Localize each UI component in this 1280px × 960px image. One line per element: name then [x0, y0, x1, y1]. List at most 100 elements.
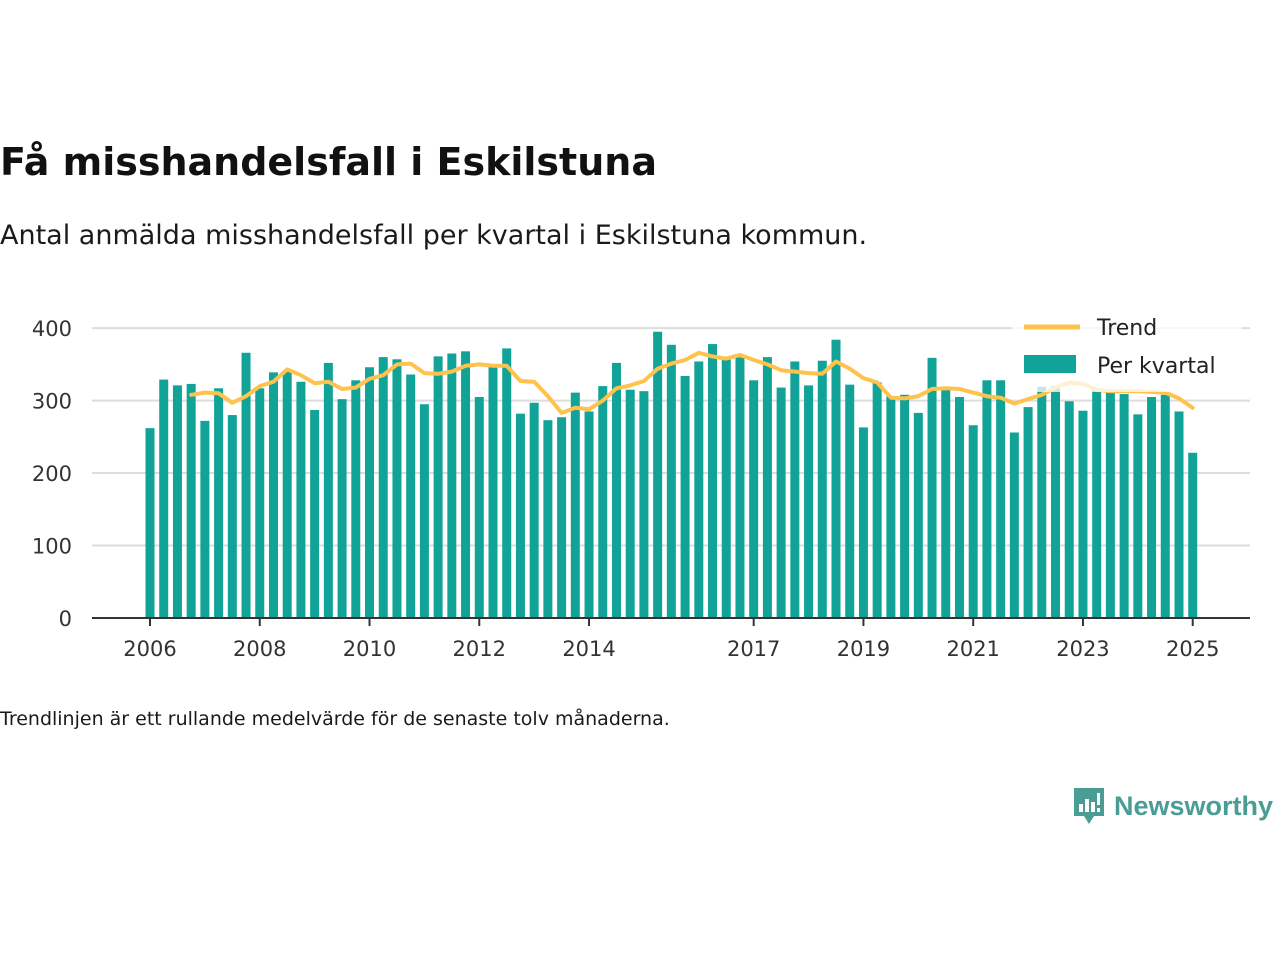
bar [227, 415, 237, 618]
bar-chart: 0 100 200 300 400 2006 2008 2010 2012 2014 2017 201… [32, 310, 1250, 661]
bar [817, 360, 827, 618]
bar [172, 385, 182, 618]
bar [625, 389, 635, 618]
bar [639, 391, 649, 618]
bar [1133, 414, 1143, 618]
x-tick-label: 2025 [1166, 637, 1219, 661]
bar [200, 420, 210, 618]
chart-subtitle: Antal anmälda misshandelsfall per kvarta… [0, 220, 868, 251]
brand-name: Newsworthy [1114, 790, 1274, 821]
legend-background [1012, 310, 1242, 392]
bar [310, 410, 320, 618]
bar [900, 394, 910, 618]
bar [735, 356, 745, 618]
bar [1009, 432, 1019, 618]
bar [502, 348, 512, 618]
bar [831, 339, 841, 618]
bar [406, 374, 416, 618]
bar [296, 381, 306, 618]
bar [611, 362, 621, 618]
bar [159, 379, 169, 618]
x-tick-label: 2023 [1056, 637, 1109, 661]
bar [461, 351, 471, 618]
bar [145, 428, 155, 618]
bar [365, 367, 375, 618]
bar [1023, 407, 1033, 618]
bar [1078, 410, 1088, 618]
bar [762, 357, 772, 618]
bar [913, 412, 923, 618]
bar [1064, 401, 1074, 618]
bar [392, 359, 402, 618]
bar [1188, 452, 1198, 618]
x-tick-label: 2019 [837, 637, 890, 661]
trend-line [189, 350, 1195, 415]
bar [845, 384, 855, 618]
bar [721, 359, 731, 618]
legend-trend-label: Trend [1096, 316, 1157, 341]
bar [474, 396, 484, 618]
x-tick-label: 2006 [123, 637, 176, 661]
bar [323, 362, 333, 618]
bar [241, 352, 251, 618]
bar [996, 380, 1006, 618]
bar [858, 427, 868, 618]
y-tick-label: 400 [32, 317, 72, 341]
x-tick-label: 2010 [343, 637, 396, 661]
bar [1160, 394, 1170, 618]
bar [982, 380, 992, 618]
y-tick-label: 100 [32, 535, 72, 559]
y-tick-label: 200 [32, 462, 72, 486]
bar [708, 344, 718, 618]
bar [653, 331, 663, 618]
bar [584, 411, 594, 618]
bar [886, 396, 896, 618]
x-tick-label: 2012 [453, 637, 506, 661]
newsworthy-logo-icon [1074, 788, 1104, 824]
bar [1092, 388, 1102, 618]
bar [543, 420, 553, 618]
bar [255, 388, 265, 618]
bar [186, 383, 196, 618]
bar [968, 425, 978, 618]
bar [804, 385, 814, 618]
bar [433, 356, 443, 618]
bar [680, 375, 690, 618]
bar [790, 361, 800, 618]
x-tick-label: 2008 [233, 637, 286, 661]
bar [749, 380, 759, 618]
bar [1147, 396, 1157, 618]
legend-bar-swatch [1024, 355, 1076, 373]
bar [378, 357, 388, 618]
bar [488, 365, 498, 618]
bar [419, 404, 429, 618]
x-tick-label: 2014 [562, 637, 615, 661]
bar [1119, 394, 1129, 618]
bar [872, 382, 882, 618]
x-tick-label: 2017 [727, 637, 780, 661]
bar [214, 388, 224, 618]
bar [515, 413, 525, 618]
bar [666, 344, 676, 618]
brand-logo[interactable]: Newsworthy [1072, 786, 1273, 826]
bar-series [145, 331, 1198, 618]
chart-title: Få misshandelsfall i Eskilstuna [0, 140, 657, 184]
bar [954, 396, 964, 618]
axes: 0 100 200 300 400 2006 2008 2010 2012 2014 2017 201… [32, 317, 1250, 661]
bar [557, 417, 567, 618]
footnote: Trendlinjen är ett rullande medelvärde f… [0, 708, 670, 730]
bar [268, 372, 278, 618]
bar [1105, 389, 1115, 618]
y-tick-label: 0 [59, 607, 72, 631]
bar [598, 386, 608, 618]
legend-bar-label: Per kvartal [1097, 354, 1216, 379]
bar [941, 387, 951, 618]
bar [351, 380, 361, 618]
bar [1051, 386, 1061, 618]
bar [927, 357, 937, 618]
bar [776, 387, 786, 618]
trend-series [189, 350, 1195, 415]
x-tick-label: 2021 [946, 637, 999, 661]
bar [529, 402, 539, 618]
legend: Trend Per kvartal [1012, 310, 1242, 392]
